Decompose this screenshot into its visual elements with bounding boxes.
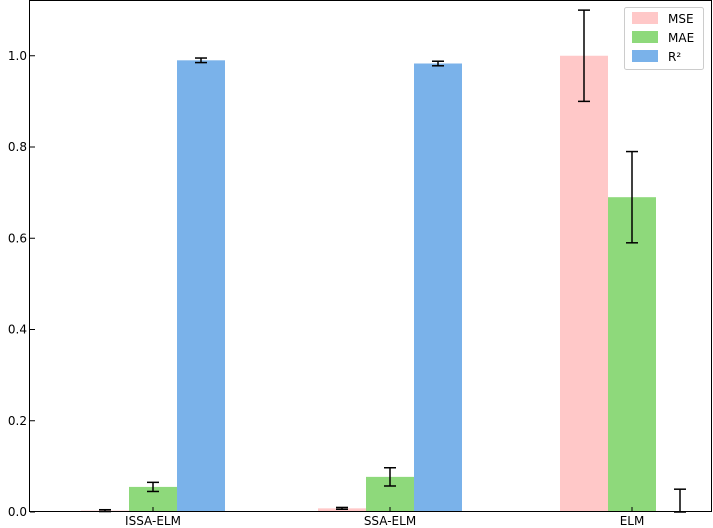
x-tick-label: ISSA-ELM [125, 514, 181, 528]
bars-group [81, 55, 656, 512]
legend: MSE MAE R² [624, 7, 704, 70]
error-bar-mae-issa-elm [147, 481, 159, 493]
x-tick-label: ELM [620, 514, 645, 528]
bar-r-ssa-elm [414, 63, 462, 512]
error-bar-r-elm [674, 488, 686, 513]
legend-label-mse: MSE [668, 12, 694, 26]
y-tick-label: 0.8 [8, 140, 27, 154]
legend-swatch-mse [632, 12, 658, 24]
error-bar-mae-elm [626, 150, 638, 244]
error-bars-group [99, 9, 686, 513]
y-axis: 0.0 0.2 0.4 0.6 0.8 1.0 [8, 49, 35, 519]
legend-swatch-r [632, 50, 658, 62]
x-tick-label: SSA-ELM [364, 514, 416, 528]
legend-swatch-mae [632, 31, 658, 43]
error-bar-r-issa-elm [195, 57, 207, 64]
y-tick-label: 0.0 [8, 505, 27, 519]
legend-label-r: R² [668, 50, 681, 64]
legend-label-mae: MAE [668, 31, 694, 45]
error-bar-r-ssa-elm [432, 60, 444, 67]
x-axis: ISSA-ELM SSA-ELM ELM [125, 507, 644, 528]
plot-frame [29, 0, 712, 512]
bar-mse-elm [560, 55, 608, 512]
bar-mae-elm [608, 197, 656, 512]
error-bar-mae-ssa-elm [384, 466, 396, 487]
bar-r-issa-elm [177, 60, 225, 512]
y-tick-label: 0.4 [8, 323, 27, 337]
bar-mse-ssa-elm [318, 508, 366, 512]
y-tick-label: 0.2 [8, 414, 27, 428]
y-tick-label: 1.0 [8, 49, 27, 63]
error-bar-mse-elm [578, 9, 590, 103]
error-bar-mse-ssa-elm [336, 506, 348, 511]
y-tick-label: 0.6 [8, 231, 27, 245]
